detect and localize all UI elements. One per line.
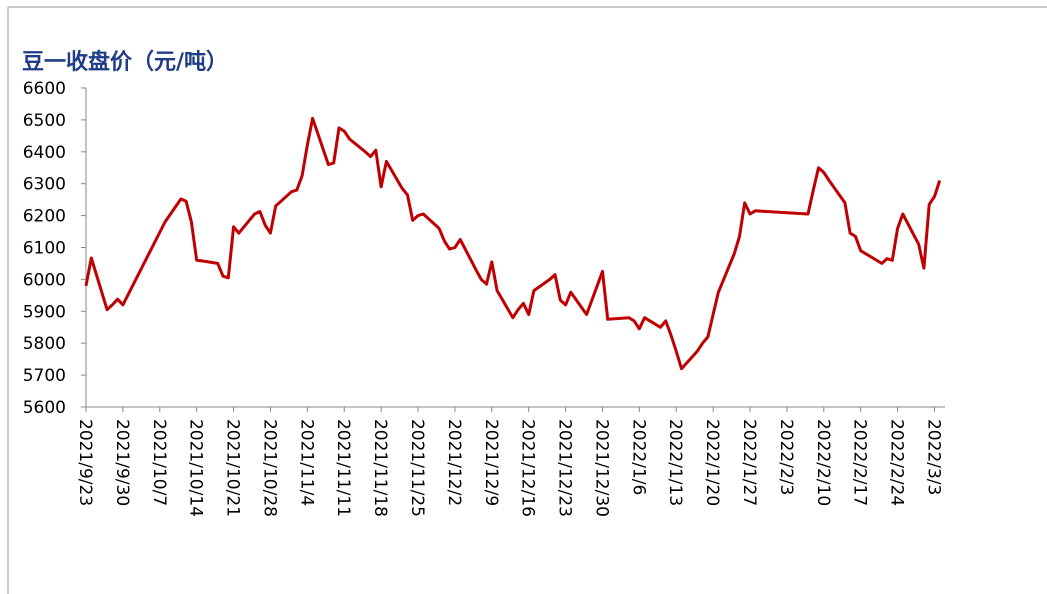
x-tick-label: 2022/1/20: [702, 419, 722, 506]
x-tick-label: 2021/12/30: [591, 419, 611, 517]
x-tick-label: 2021/10/21: [223, 419, 243, 517]
x-tick-label: 2022/1/6: [628, 419, 648, 495]
y-tick-label: 5900: [23, 302, 66, 322]
y-tick-label: 6100: [23, 239, 66, 259]
y-tick-label: 6400: [23, 143, 66, 163]
y-tick-label: 6600: [23, 79, 66, 99]
x-tick-label: 2021/12/16: [518, 419, 538, 517]
x-tick-label: 2021/10/14: [186, 419, 206, 517]
x-tick-label: 2022/1/13: [665, 419, 685, 506]
x-tick-label: 2022/3/3: [923, 419, 943, 495]
y-tick-label: 6200: [23, 207, 66, 227]
y-tick-label: 6300: [23, 175, 66, 195]
x-tick-label: 2022/1/27: [739, 419, 759, 506]
y-tick-label: 5700: [23, 366, 66, 386]
x-tick-label: 2021/11/18: [370, 419, 390, 517]
x-tick-label: 2022/2/17: [850, 419, 870, 506]
x-tick-label: 2021/12/23: [555, 419, 575, 517]
y-tick-label: 5600: [23, 398, 66, 418]
x-tick-label: 2021/10/7: [149, 419, 169, 506]
x-tick-label: 2021/9/23: [75, 419, 95, 506]
x-tick-label: 2021/12/9: [481, 419, 501, 506]
y-tick-label: 6000: [23, 270, 66, 290]
x-tick-label: 2021/11/11: [333, 419, 353, 517]
chart-title: 豆一收盘价（元/吨）: [22, 49, 228, 75]
x-tick-label: 2021/11/4: [296, 419, 316, 506]
x-tick-label: 2022/2/3: [776, 419, 796, 495]
x-tick-label: 2021/11/25: [407, 419, 427, 517]
x-tick-label: 2021/12/2: [444, 419, 464, 506]
x-tick-label: 2021/9/30: [112, 419, 132, 506]
x-tick-label: 2021/10/28: [259, 419, 279, 517]
x-tick-label: 2022/2/10: [813, 419, 833, 506]
line-series: [84, 116, 942, 371]
y-tick-label: 6500: [23, 111, 66, 131]
y-tick-label: 5800: [23, 334, 66, 354]
x-tick-label: 2022/2/24: [887, 419, 907, 506]
